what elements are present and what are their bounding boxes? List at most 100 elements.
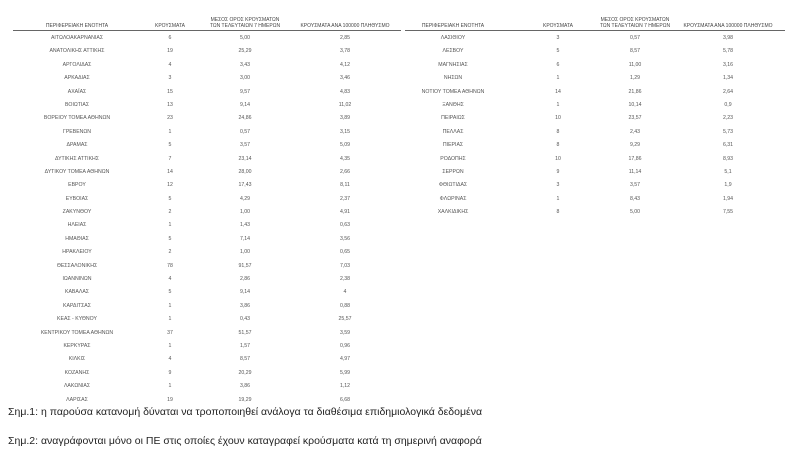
cell-avg: 11,14 — [628, 168, 642, 175]
cell-avg: 21,86 — [628, 88, 642, 95]
cell-cases: 3 — [168, 75, 172, 82]
cell-per100k: 7,55 — [722, 209, 734, 216]
cell-region: ΔΡΑΜΑΣ — [66, 142, 88, 149]
cell-region: ΑΝΑΤΟΛΙΚΗΣ ΑΤΤΙΚΗΣ — [49, 48, 105, 55]
table-row: ΜΑΓΝΗΣΙΑΣ 6 11,00 3,16 — [405, 58, 785, 71]
cell-per100k: 2,66 — [339, 168, 351, 175]
table-row: ΒΟΙΩΤΙΑΣ 13 9,14 11,02 — [13, 98, 401, 111]
cell-region: ΗΜΑΘΙΑΣ — [65, 235, 89, 242]
header-cases: ΚΡΟΥΣΜΑΤΑ — [543, 23, 573, 29]
table-row: ΚΕΡΚΥΡΑΣ 1 1,57 0,96 — [13, 339, 401, 352]
cell-cases: 1 — [556, 101, 560, 108]
cell-per100k: 7,03 — [339, 262, 351, 269]
cell-per100k: 3,98 — [722, 35, 734, 41]
cell-avg: 1,00 — [239, 209, 251, 216]
cell-avg: 2,43 — [629, 128, 641, 135]
table-row: ΚΑΡΔΙΤΣΑΣ 1 3,86 0,88 — [13, 299, 401, 312]
table-row: ΑΡΓΟΛΙΔΑΣ 4 3,43 4,12 — [13, 58, 401, 71]
cell-region: ΛΑΚΩΝΙΑΣ — [63, 383, 91, 390]
table-row: ΠΕΛΛΑΣ 8 2,43 5,73 — [405, 125, 785, 138]
cell-avg: 91,57 — [238, 262, 252, 269]
cell-cases: 15 — [167, 88, 173, 95]
cell-per100k: 2,37 — [339, 195, 351, 202]
cell-region: ΖΑΚΥΝΘΟΥ — [62, 209, 92, 216]
cell-avg: 1,29 — [629, 75, 641, 82]
header-region: ΠΕΡΙΦΕΡΕΙΑΚΗ ΕΝΟΤΗΤΑ — [421, 23, 485, 29]
cell-region: ΡΟΔΟΠΗΣ — [440, 155, 466, 162]
cell-per100k: 4,35 — [339, 155, 351, 162]
cell-avg: 28,00 — [238, 168, 252, 175]
header-per100k: ΚΡΟΥΣΜΑΤΑ ΑΝΑ 100000 ΠΛΗΘΥΣΜΟ — [300, 23, 390, 29]
table-row: ΓΡΕΒΕΝΩΝ 1 0,57 3,15 — [13, 125, 401, 138]
cell-avg: 20,29 — [238, 369, 252, 376]
cell-region: ΔΥΤΙΚΗΣ ΑΤΤΙΚΗΣ — [55, 155, 99, 162]
cell-region: ΙΩΑΝΝΙΝΩΝ — [62, 276, 92, 283]
cell-per100k: 1,34 — [722, 75, 734, 82]
table-row: ΦΛΩΡΙΝΑΣ 1 8,43 1,94 — [405, 192, 785, 205]
table-row: ΠΕΙΡΑΙΩΣ 10 23,57 2,23 — [405, 111, 785, 124]
table-row: ΝΟΤΙΟΥ ΤΟΜΕΑ ΑΘΗΝΩΝ 14 21,86 2,64 — [405, 85, 785, 98]
cell-region: ΚΑΡΔΙΤΣΑΣ — [63, 302, 91, 309]
cell-avg: 51,57 — [238, 329, 252, 336]
cell-cases: 3 — [556, 182, 560, 189]
cell-region: ΕΥΒΟΙΑΣ — [65, 195, 89, 202]
cell-avg: 8,57 — [629, 48, 641, 55]
table-row: ΛΑΚΩΝΙΑΣ 1 3,86 1,12 — [13, 379, 401, 392]
cell-per100k: 0,9 — [724, 101, 732, 108]
table-row: ΔΥΤΙΚΗΣ ΑΤΤΙΚΗΣ 7 23,14 4,35 — [13, 152, 401, 165]
cell-per100k: 4,97 — [339, 356, 351, 363]
cell-avg: 23,14 — [238, 155, 252, 162]
table-row: ΕΥΒΟΙΑΣ 5 4,29 2,37 — [13, 192, 401, 205]
cell-avg: 17,86 — [628, 155, 642, 162]
cell-region: ΔΥΤΙΚΟΥ ΤΟΜΕΑ ΑΘΗΝΩΝ — [44, 168, 110, 175]
table-row: ΝΗΣΩΝ 1 1,29 1,34 — [405, 71, 785, 84]
cell-region: ΞΑΝΘΗΣ — [442, 101, 464, 108]
cell-per100k: 6,68 — [339, 396, 351, 403]
header-region: ΠΕΡΙΦΕΡΕΙΑΚΗ ΕΝΟΤΗΤΑ — [45, 23, 109, 29]
cell-cases: 12 — [167, 182, 173, 189]
cell-cases: 8 — [556, 209, 560, 216]
header-cases: ΚΡΟΥΣΜΑΤΑ — [155, 23, 185, 29]
cell-avg: 3,00 — [239, 75, 251, 82]
cell-cases: 37 — [167, 329, 173, 336]
table-row: ΔΡΑΜΑΣ 5 3,57 5,09 — [13, 138, 401, 151]
cell-per100k: 5,99 — [339, 369, 351, 376]
cell-per100k: 3,16 — [722, 61, 734, 68]
cell-per100k: 25,57 — [338, 316, 352, 323]
cell-cases: 8 — [556, 142, 560, 149]
cell-avg: 25,29 — [238, 48, 252, 55]
cell-avg: 23,57 — [628, 115, 642, 122]
cell-per100k: 0,65 — [339, 249, 351, 256]
cell-per100k: 6,31 — [722, 142, 734, 149]
cell-per100k: 3,78 — [339, 48, 351, 55]
table-row: ΙΩΑΝΝΙΝΩΝ 4 2,86 2,38 — [13, 272, 401, 285]
cell-region: ΚΟΖΑΝΗΣ — [64, 369, 90, 376]
cell-avg: 7,14 — [239, 235, 251, 242]
cell-cases: 5 — [168, 142, 172, 149]
cell-per100k: 11,02 — [338, 101, 352, 108]
cell-region: ΘΕΣΣΑΛΟΝΙΚΗΣ — [56, 262, 98, 269]
cell-cases: 23 — [167, 115, 173, 122]
table-row: ΕΒΡΟΥ 12 17,43 8,11 — [13, 178, 401, 191]
cell-per100k: 2,23 — [722, 115, 734, 122]
table-row: ΑΧΑΪΑΣ 15 9,57 4,83 — [13, 85, 401, 98]
cell-region: ΜΑΓΝΗΣΙΑΣ — [438, 61, 468, 68]
cell-avg: 19,29 — [238, 396, 252, 403]
table-row: ΚΕΝΤΡΙΚΟΥ ΤΟΜΕΑ ΑΘΗΝΩΝ 37 51,57 3,59 — [13, 326, 401, 339]
table-row: ΛΑΣΙΘΙΟΥ 3 0,57 3,98 — [405, 31, 785, 44]
cell-avg: 9,14 — [239, 289, 251, 296]
table-row: ΑΝΑΤΟΛΙΚΗΣ ΑΤΤΙΚΗΣ 19 25,29 3,78 — [13, 44, 401, 57]
cell-avg: 4,29 — [239, 195, 251, 202]
cell-per100k: 3,15 — [339, 128, 351, 135]
table-row: ΡΟΔΟΠΗΣ 10 17,86 8,93 — [405, 152, 785, 165]
cell-per100k: 2,64 — [722, 88, 734, 95]
cell-cases: 6 — [556, 61, 560, 68]
cell-region: ΚΕΑΣ - ΚΥΘΝΟΥ — [57, 316, 97, 323]
cell-cases: 2 — [168, 209, 172, 216]
table-row: ΚΟΖΑΝΗΣ 9 20,29 5,99 — [13, 366, 401, 379]
table-row: ΣΕΡΡΩΝ 9 11,14 5,1 — [405, 165, 785, 178]
table-row: ΦΘΙΩΤΙΔΑΣ 3 3,57 1,9 — [405, 178, 785, 191]
cell-region: ΠΙΕΡΙΑΣ — [442, 142, 464, 149]
table-row: ΗΜΑΘΙΑΣ 5 7,14 3,56 — [13, 232, 401, 245]
table-row: ΑΡΚΑΔΙΑΣ 3 3,00 3,46 — [13, 71, 401, 84]
